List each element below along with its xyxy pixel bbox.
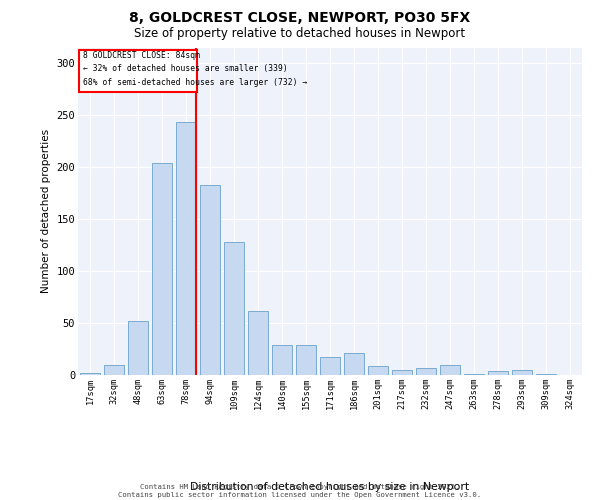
Bar	[128, 321, 148, 375]
X-axis label: Distribution of detached houses by size in Newport: Distribution of detached houses by size …	[190, 482, 470, 492]
Text: 8 GOLDCREST CLOSE: 84sqm
← 32% of detached houses are smaller (339)
68% of semi-: 8 GOLDCREST CLOSE: 84sqm ← 32% of detach…	[83, 51, 307, 86]
Bar	[512, 370, 532, 375]
Bar	[536, 374, 556, 375]
Bar	[80, 373, 100, 375]
Bar	[176, 122, 196, 375]
Bar	[104, 364, 124, 375]
Text: 8, GOLDCREST CLOSE, NEWPORT, PO30 5FX: 8, GOLDCREST CLOSE, NEWPORT, PO30 5FX	[130, 11, 470, 25]
Bar	[440, 364, 460, 375]
Bar	[416, 368, 436, 375]
Text: Size of property relative to detached houses in Newport: Size of property relative to detached ho…	[134, 28, 466, 40]
Text: Contains HM Land Registry data © Crown copyright and database right 2025.
Contai: Contains HM Land Registry data © Crown c…	[118, 484, 482, 498]
Bar	[152, 163, 172, 375]
Bar	[79, 50, 197, 92]
Bar	[320, 358, 340, 375]
Bar	[488, 371, 508, 375]
Bar	[344, 353, 364, 375]
Bar	[392, 370, 412, 375]
Bar	[248, 310, 268, 375]
Bar	[296, 345, 316, 375]
Y-axis label: Number of detached properties: Number of detached properties	[41, 129, 51, 294]
Bar	[464, 374, 484, 375]
Bar	[224, 242, 244, 375]
Bar	[200, 184, 220, 375]
Bar	[272, 345, 292, 375]
Bar	[368, 366, 388, 375]
